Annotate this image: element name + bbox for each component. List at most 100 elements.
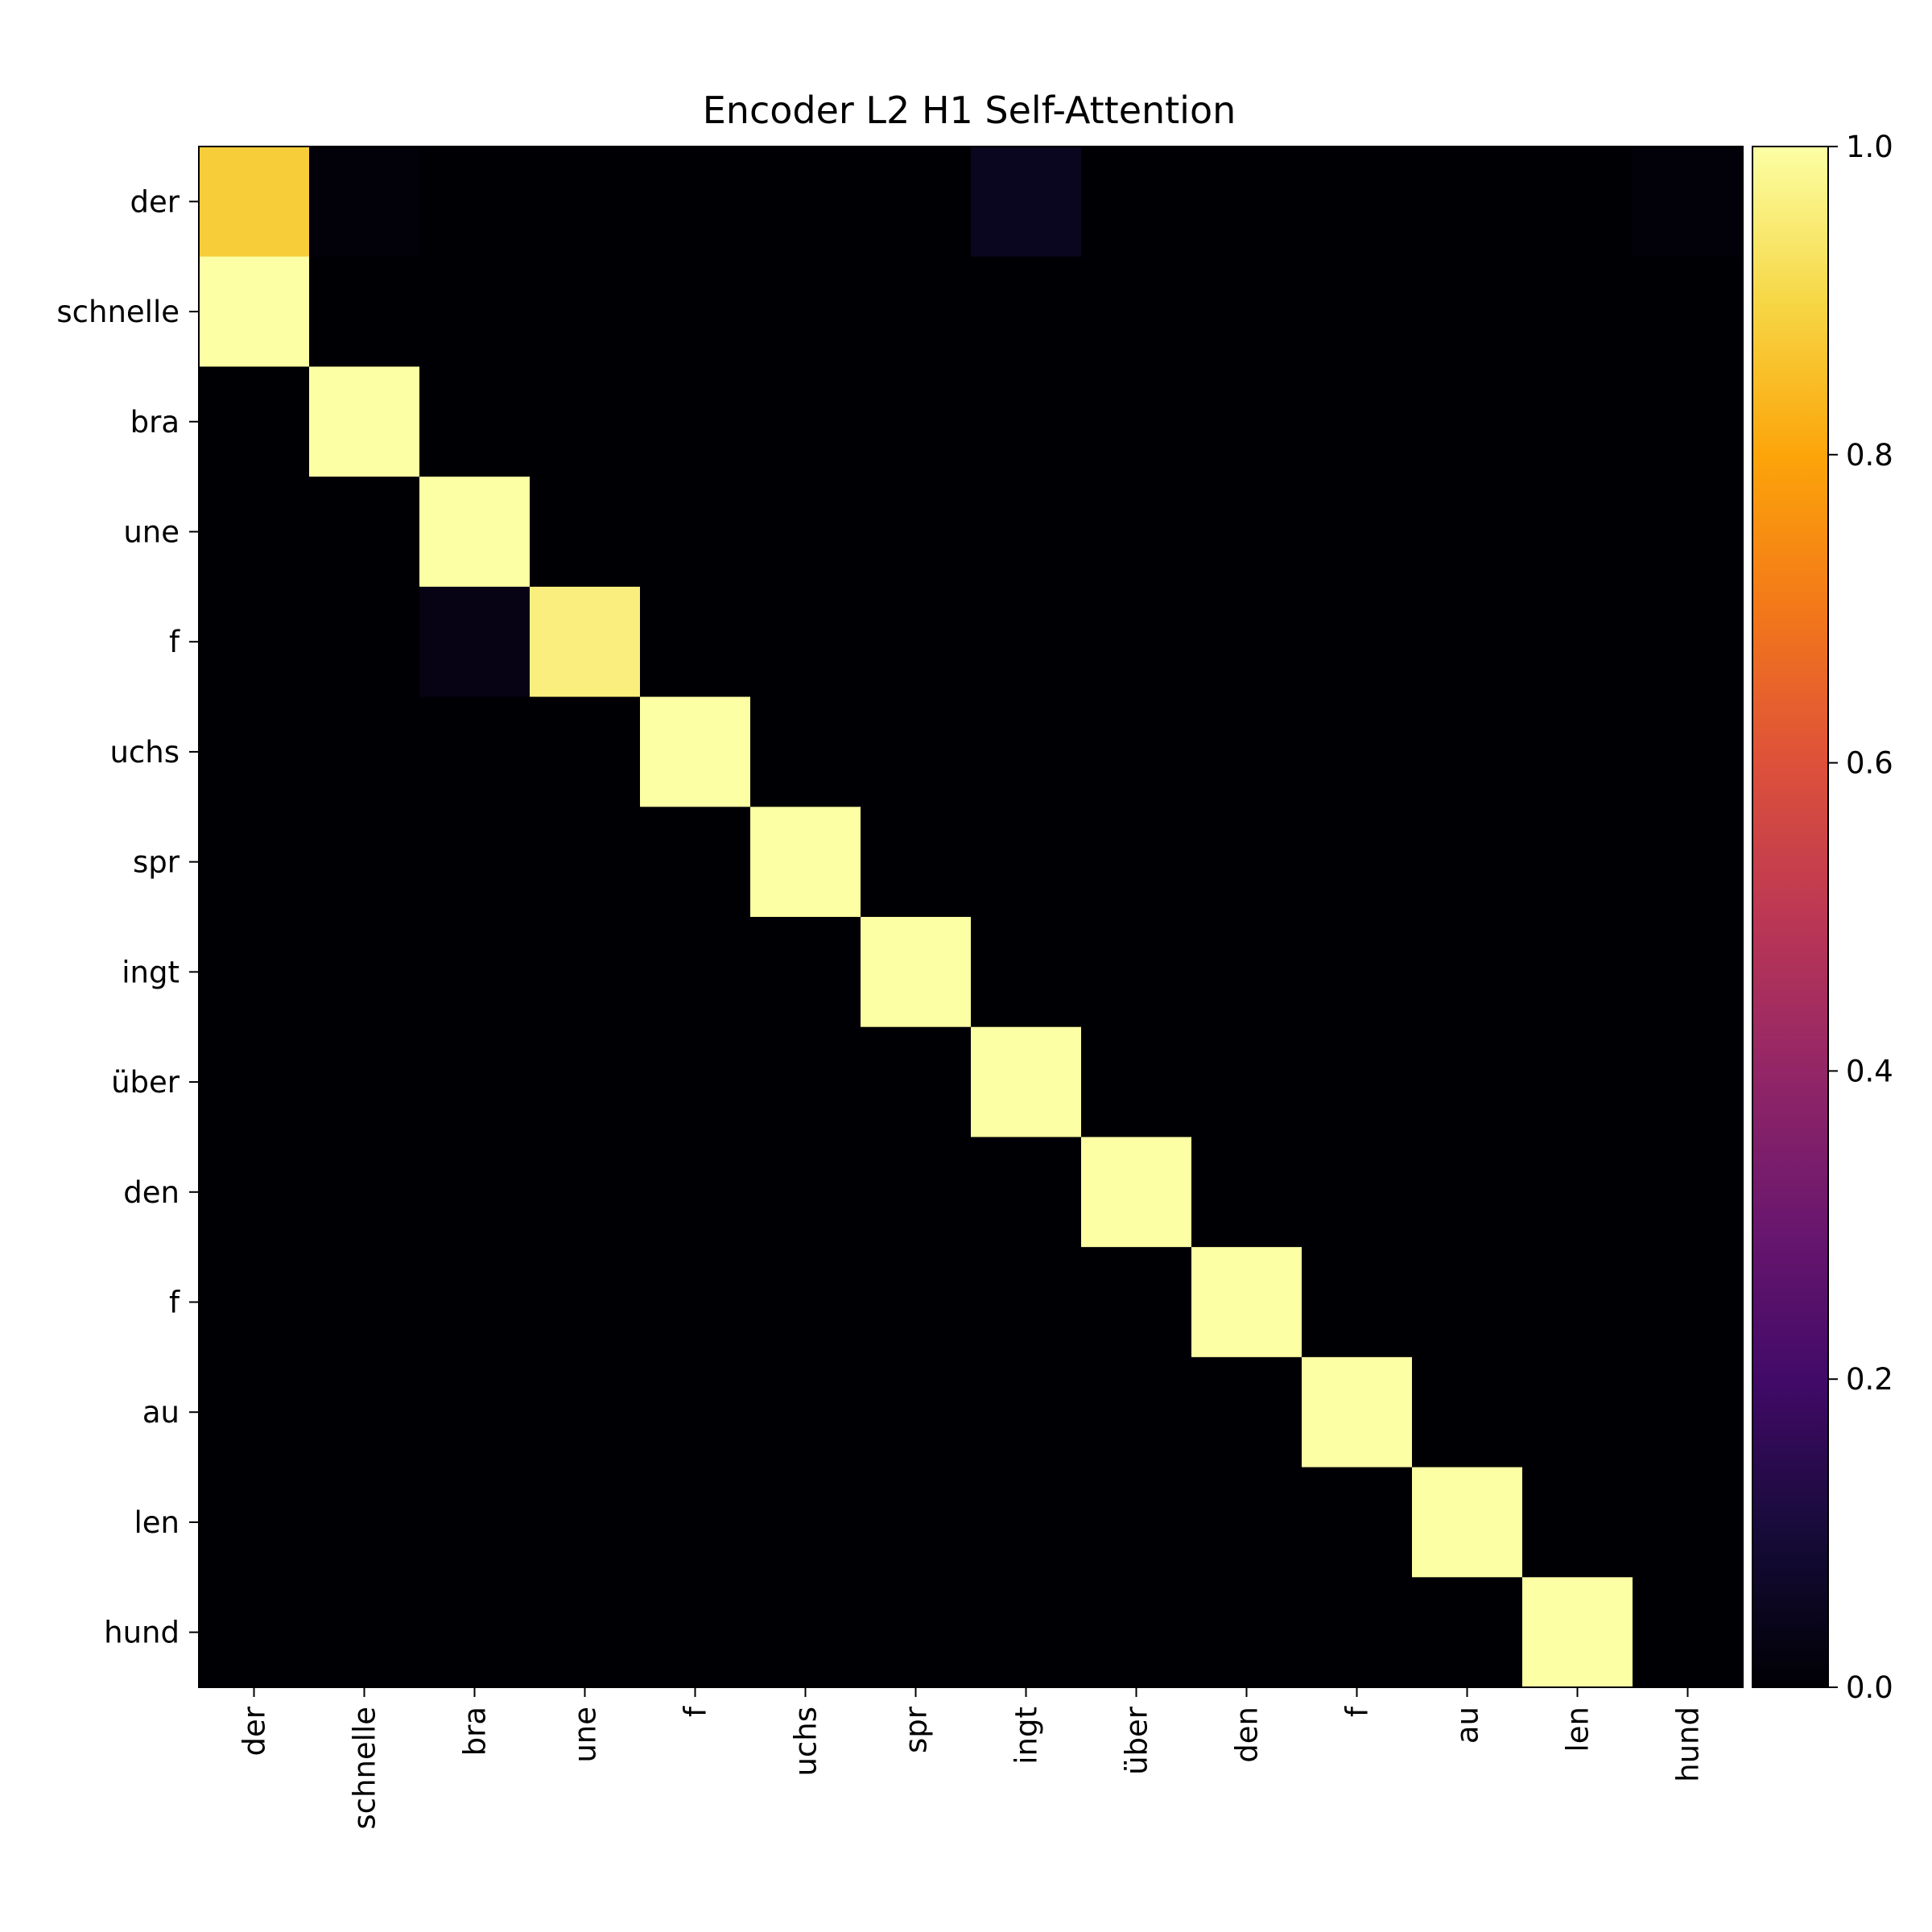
- heatmap-cell: [1522, 1467, 1633, 1578]
- heatmap-cell: [309, 586, 420, 698]
- heatmap-cell: [750, 696, 861, 807]
- heatmap-cell: [1081, 1026, 1192, 1138]
- heatmap-cell: [419, 1247, 530, 1358]
- y-tick-label: spr: [133, 845, 180, 880]
- y-tick-label: uchs: [109, 735, 180, 770]
- heatmap-cell: [309, 1577, 420, 1688]
- colorbar-tick-label: 0.6: [1846, 746, 1893, 781]
- heatmap-cell: [861, 917, 972, 1028]
- heatmap-cell: [1081, 1247, 1192, 1358]
- heatmap-cell: [530, 1026, 641, 1138]
- heatmap-cell: [1081, 1356, 1192, 1468]
- heatmap-cell: [530, 477, 641, 588]
- heatmap-cell: [1412, 917, 1523, 1028]
- heatmap-cell: [199, 807, 310, 918]
- heatmap-cell: [1191, 807, 1302, 918]
- heatmap-cell: [640, 366, 751, 477]
- heatmap-cell: [530, 1356, 641, 1468]
- heatmap-cell: [1302, 147, 1413, 258]
- heatmap-cell: [530, 586, 641, 698]
- heatmap-cell: [419, 1356, 530, 1468]
- heatmap-cell: [750, 1467, 861, 1578]
- heatmap-cell: [309, 807, 420, 918]
- heatmap-cell: [861, 1356, 972, 1468]
- heatmap-cell: [750, 917, 861, 1028]
- y-tick-label: hund: [104, 1616, 180, 1650]
- heatmap-cell: [971, 147, 1082, 258]
- heatmap-cell: [199, 1247, 310, 1358]
- heatmap-cell: [419, 917, 530, 1028]
- heatmap-cell: [199, 256, 310, 368]
- heatmap-cell: [1191, 1137, 1302, 1248]
- x-tick-label: über: [1120, 1706, 1154, 1775]
- heatmap-cell: [1633, 477, 1744, 588]
- heatmap-cell: [199, 366, 310, 477]
- heatmap-cell: [750, 366, 861, 477]
- heatmap-cell: [861, 1247, 972, 1358]
- heatmap-cell: [419, 147, 530, 258]
- heatmap-cell: [199, 477, 310, 588]
- heatmap-cell: [1633, 1247, 1744, 1358]
- heatmap-cell: [1522, 1137, 1633, 1248]
- heatmap-cell: [640, 1467, 751, 1578]
- heatmap-cell: [971, 696, 1082, 807]
- heatmap-cell: [750, 147, 861, 258]
- heatmap-cell: [1081, 917, 1192, 1028]
- x-tick-label: schnelle: [348, 1707, 382, 1830]
- heatmap-cell: [1633, 147, 1744, 258]
- heatmap-cell: [1191, 147, 1302, 258]
- heatmap-cell: [861, 696, 972, 807]
- heatmap-cells: [199, 147, 1744, 1688]
- heatmap-cell: [750, 1356, 861, 1468]
- heatmap-cell: [530, 366, 641, 477]
- heatmap-cell: [1522, 1356, 1633, 1468]
- heatmap-cell: [1522, 586, 1633, 698]
- heatmap-cell: [971, 1356, 1082, 1468]
- heatmap-cell: [1633, 1356, 1744, 1468]
- heatmap-cell: [419, 1137, 530, 1248]
- heatmap-cell: [640, 477, 751, 588]
- heatmap-cell: [1412, 1247, 1523, 1358]
- heatmap-cell: [1081, 1467, 1192, 1578]
- x-tick-label: len: [1561, 1707, 1596, 1752]
- heatmap-cell: [971, 1247, 1082, 1358]
- colorbar-tick-label: 0.2: [1846, 1362, 1893, 1397]
- heatmap-cell: [199, 917, 310, 1028]
- heatmap-cell: [640, 586, 751, 698]
- heatmap-cell: [861, 1577, 972, 1688]
- heatmap-cell: [750, 477, 861, 588]
- heatmap-cell: [1302, 477, 1413, 588]
- y-tick-label: der: [130, 184, 180, 219]
- heatmap-cell: [861, 807, 972, 918]
- heatmap-cell: [1191, 366, 1302, 477]
- heatmap-cell: [1633, 917, 1744, 1028]
- heatmap-cell: [419, 366, 530, 477]
- heatmap-cell: [530, 696, 641, 807]
- heatmap-cell: [1412, 1356, 1523, 1468]
- heatmap-cell: [861, 366, 972, 477]
- heatmap-cell: [1522, 256, 1633, 368]
- heatmap-cell: [861, 1026, 972, 1138]
- heatmap-cell: [199, 1026, 310, 1138]
- heatmap-cell: [1081, 147, 1192, 258]
- heatmap-cell: [1522, 366, 1633, 477]
- heatmap-cell: [1412, 477, 1523, 588]
- y-axis: der schnelle bra une f uchs spr ingt über den f au l…: [56, 184, 199, 1650]
- colorbar-tick-label: 0.0: [1846, 1670, 1893, 1705]
- heatmap-cell: [750, 1137, 861, 1248]
- heatmap-cell: [971, 477, 1082, 588]
- heatmap-cell: [640, 1356, 751, 1468]
- heatmap-cell: [640, 1577, 751, 1688]
- heatmap-cell: [199, 1577, 310, 1688]
- x-tick-label: au: [1451, 1707, 1485, 1744]
- heatmap-cell: [1633, 366, 1744, 477]
- heatmap-cell: [971, 807, 1082, 918]
- heatmap-cell: [419, 696, 530, 807]
- heatmap-cell: [1191, 256, 1302, 368]
- heatmap-cell: [1302, 1356, 1413, 1468]
- x-tick-label: den: [1230, 1707, 1265, 1763]
- heatmap-cell: [309, 1026, 420, 1138]
- y-tick-label: une: [123, 515, 180, 550]
- heatmap-cell: [309, 696, 420, 807]
- heatmap-cell: [1522, 807, 1633, 918]
